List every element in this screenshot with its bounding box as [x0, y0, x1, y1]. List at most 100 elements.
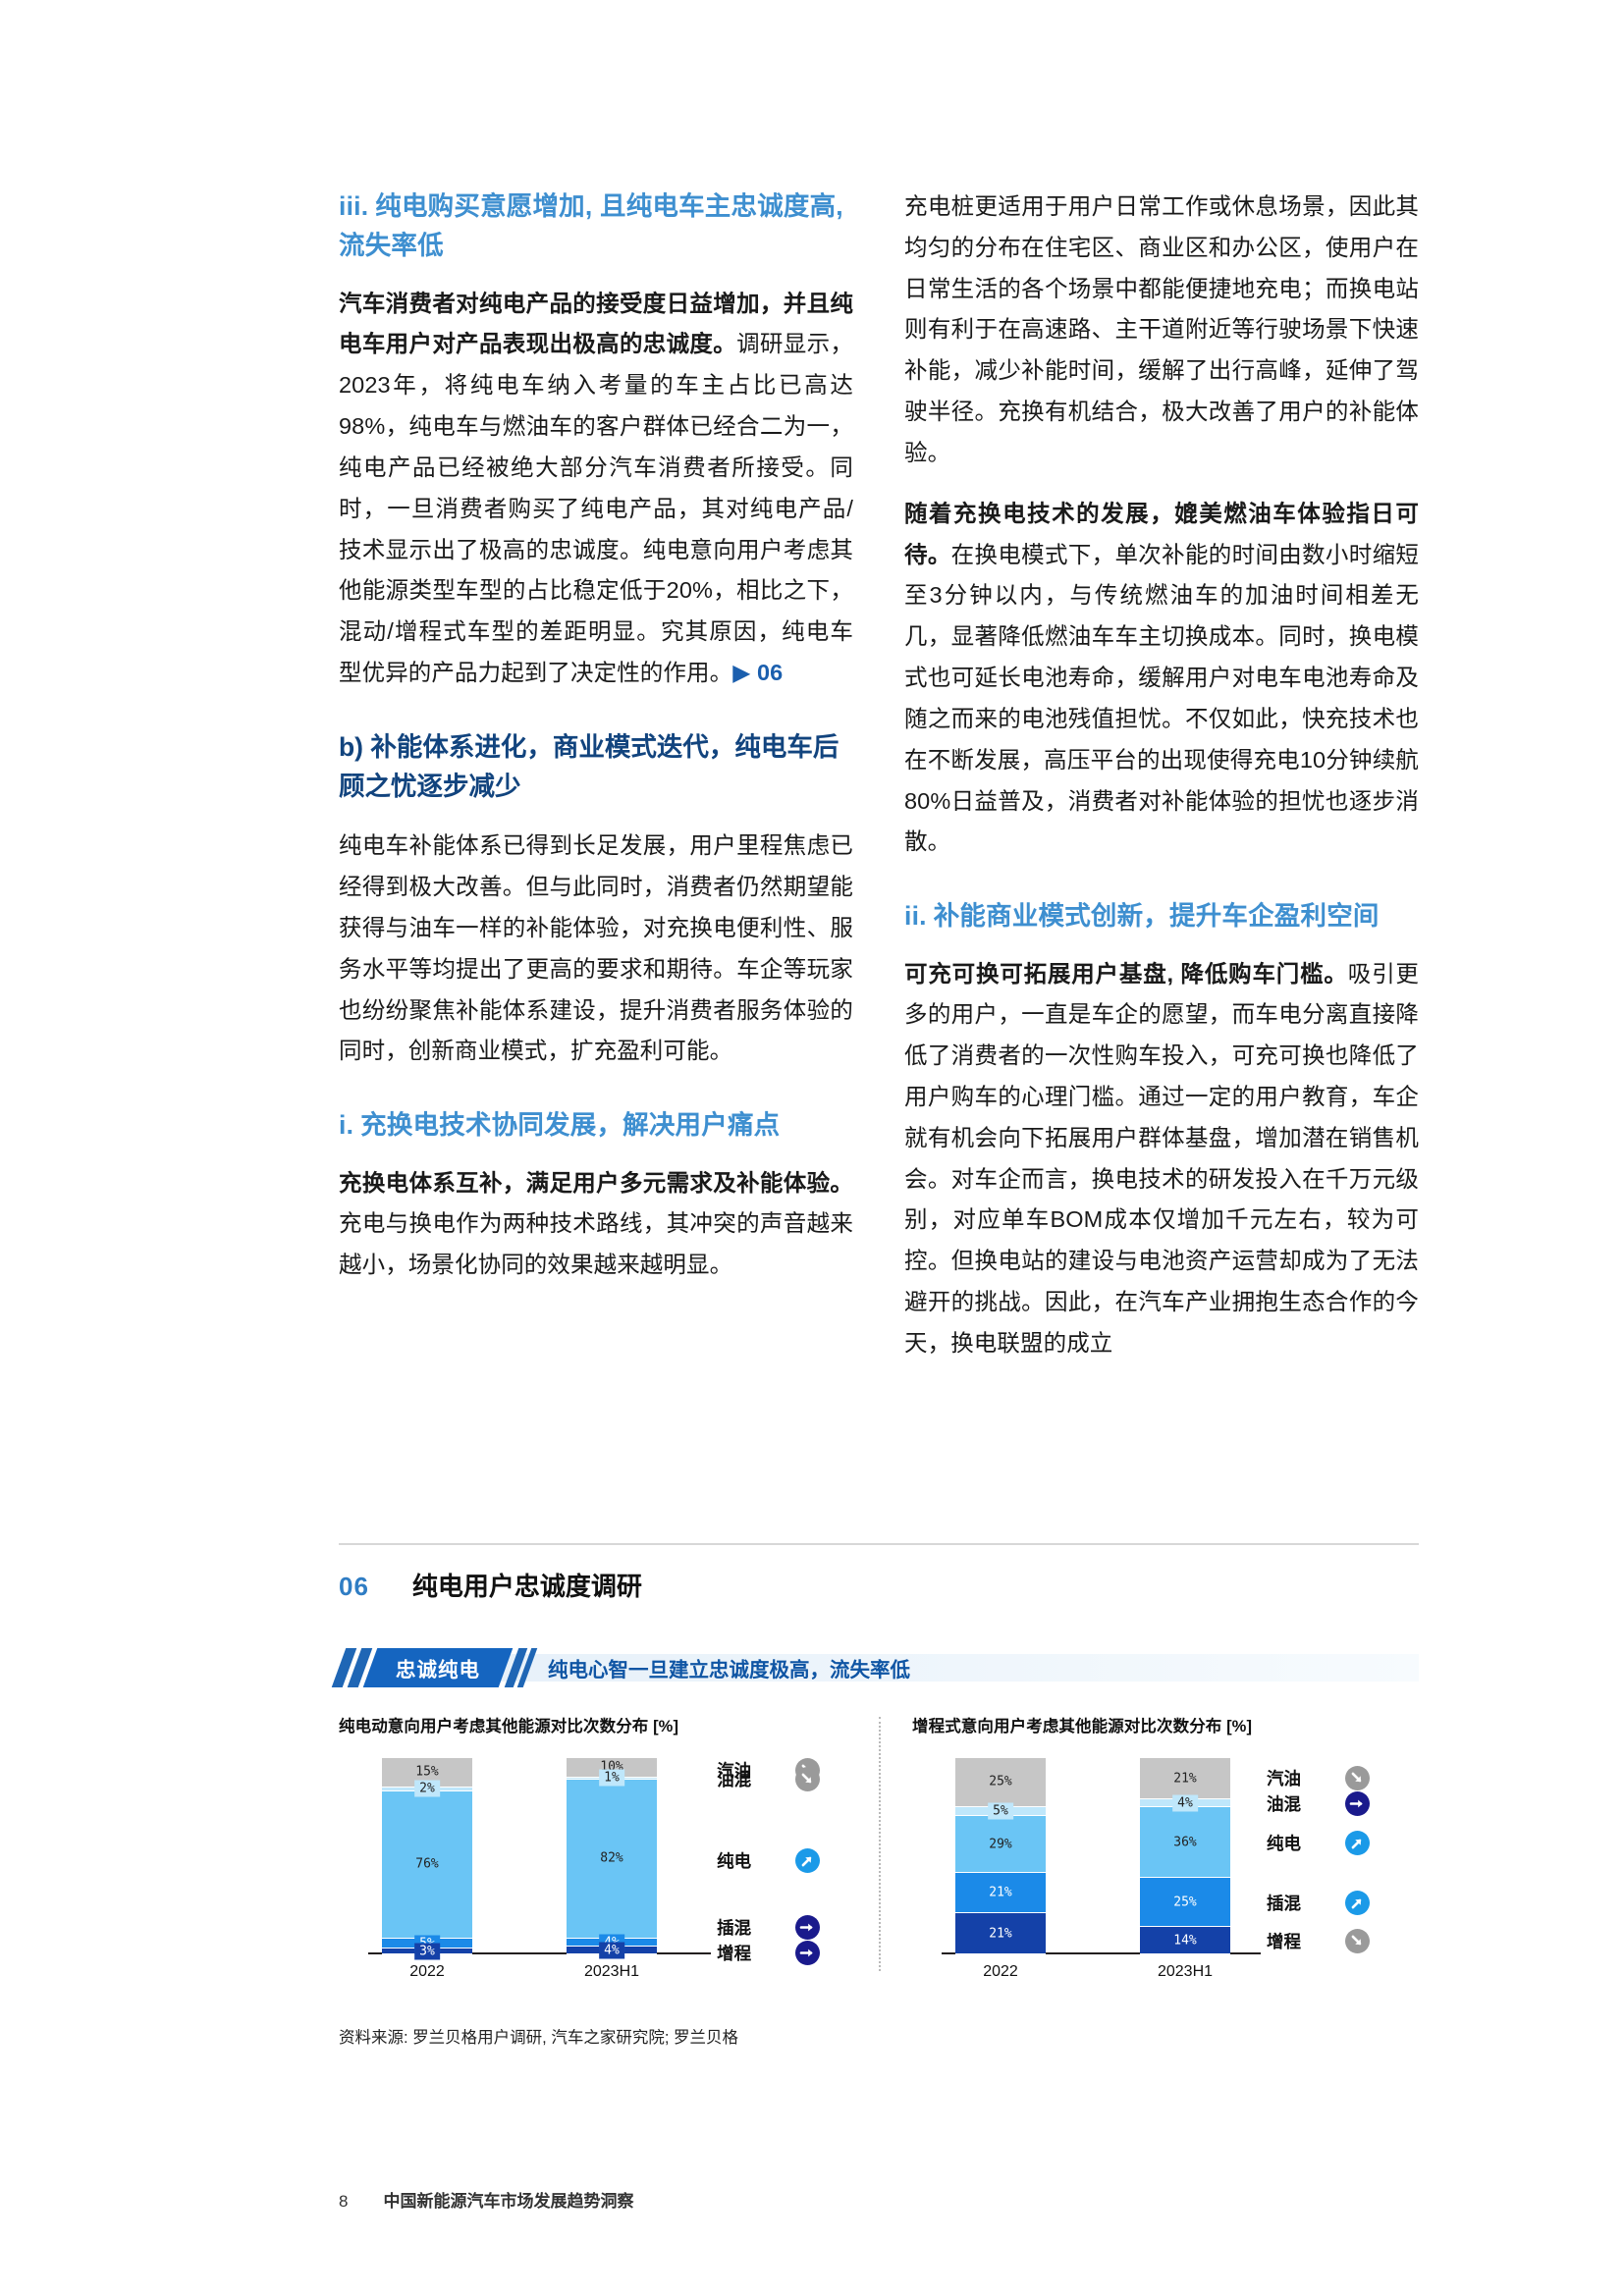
exhibit-banner: 忠诚纯电 纯电心智一旦建立忠诚度极高，流失率低	[331, 1648, 1419, 1687]
x-tick-labels-left: 2022 2023H1	[339, 1963, 747, 1985]
legend-item-插混: 插混	[717, 1915, 821, 1940]
heading-iii-text: 纯电购买意愿增加, 且纯电车主忠诚度高, 流失率低	[339, 191, 843, 261]
heading-ii-text: 补能商业模式创新，提升车企盈利空间	[933, 901, 1380, 932]
x-tick-left-1: 2023H1	[583, 1963, 640, 1980]
bar-segment-value: 21%	[1173, 1771, 1197, 1786]
bar-segment: 25%	[1140, 1878, 1230, 1927]
x-tick-right-1: 2023H1	[1157, 1963, 1214, 1980]
legend-label: 汽油	[717, 1761, 752, 1781]
bar-segment: 21%	[955, 1872, 1046, 1914]
exhibit-title: 纯电用户忠诚度调研	[411, 1572, 642, 1601]
bar-segment-value: 3%	[414, 1943, 440, 1960]
left-paragraph-2: 纯电车补能体系已得到长足发展，用户里程焦虑已经得到极大改善。但与此同时，消费者仍…	[339, 832, 853, 1064]
exhibit-reference-marker[interactable]: ▶ 06	[732, 659, 784, 685]
chart-plot-right: 25% 5% 29% 21% 21% 21% 4% 36% 25% 14% 汽油 油混纯电插混增程	[912, 1758, 1409, 1954]
bar-segment-value: 1%	[599, 1769, 624, 1787]
bar-segment: 29%	[955, 1816, 1046, 1873]
heading-i: i. 充换电技术协同发展，解决用户痛点	[339, 1105, 853, 1145]
exhibit-number: 06	[339, 1572, 369, 1601]
banner-subtitle: 纯电心智一旦建立忠诚度极高，流失率低	[548, 1659, 910, 1682]
left-paragraph-3: 充换电体系互补，满足用户多元需求及补能体验。充电与换电作为两种技术路线，其冲突的…	[339, 1163, 853, 1286]
legend-item-增程: 增程	[1267, 1929, 1370, 1953]
legend-item-油混: 油混	[1267, 1791, 1370, 1816]
bar-segment-value: 4%	[599, 1942, 624, 1959]
source-note: 资料来源: 罗兰贝格用户调研, 汽车之家研究院; 罗兰贝格	[339, 2029, 739, 2047]
bar-segment: 76%	[382, 1790, 472, 1940]
heading-iii-num: iii.	[339, 191, 369, 221]
bar-segment: 15%	[382, 1758, 472, 1788]
bar-segment: 36%	[1140, 1807, 1230, 1878]
legend-item-纯电: 纯电	[1267, 1831, 1370, 1855]
heading-i-num: i.	[339, 1110, 354, 1141]
stacked-bar: 15%2%76%5%3%	[382, 1758, 472, 1960]
chart-legend-right: 汽油 油混纯电插混增程	[1267, 1758, 1409, 1954]
left-paragraph-1-bold: 汽车消费者对纯电产品的接受度日益增加，并且纯电车用户对产品表现出极高的忠诚度。	[339, 290, 853, 357]
bar-segment-value: 5%	[988, 1802, 1013, 1820]
arrow-down-right-gray-icon	[795, 1767, 821, 1791]
stacked-bar: 10%1%82%4%4%	[567, 1758, 657, 1959]
arrow-down-right-gray-icon	[1344, 1766, 1370, 1790]
legend-item-汽油: 汽油	[1267, 1766, 1370, 1790]
chart-title-right: 增程式意向用户考虑其他能源对比次数分布 [%]	[912, 1718, 1253, 1735]
stacked-bar: 25% 5% 29% 21% 21%	[955, 1758, 1046, 1954]
exhibit-header: 06 纯电用户忠诚度调研	[339, 1567, 1419, 1603]
chart-title-left: 纯电动意向用户考虑其他能源对比次数分布 [%]	[339, 1718, 679, 1735]
chart-panels: 纯电动意向用户考虑其他能源对比次数分布 [%] 15%2%76%5%3%10%1…	[339, 1713, 1419, 1985]
left-paragraph-3-rest: 充电与换电作为两种技术路线，其冲突的声音越来越小，场景化协同的效果越来越明显。	[339, 1210, 853, 1278]
page-number: 8	[339, 2192, 349, 2211]
right-paragraph-2-bold: 随着充换电技术的发展，媲美燃油车体验指日可待。	[904, 500, 1419, 567]
bar-segment: 14%	[1140, 1927, 1230, 1954]
bar-segment-value: 36%	[1173, 1835, 1197, 1849]
chart-legend-left: 汽油 油混纯电插混增程	[717, 1758, 869, 1965]
arrow-up-right-blue-icon	[1344, 1831, 1370, 1855]
page-footer: 8 中国新能源汽车市场发展趋势洞察	[339, 2187, 633, 2212]
bar-segment: 21%	[1140, 1758, 1230, 1799]
exhibit-top-rule	[339, 1543, 1419, 1545]
banner-tag-label: 忠诚纯电	[396, 1659, 480, 1682]
arrow-up-right-blue-icon	[1344, 1891, 1370, 1915]
legend-item-增程: 增程	[717, 1941, 821, 1965]
bar-segment: 1%	[567, 1769, 657, 1787]
chart-panel-right: 增程式意向用户考虑其他能源对比次数分布 [%] 25% 5% 29% 21% 21% 21…	[879, 1713, 1419, 1985]
bar-segment-value: 21%	[989, 1885, 1012, 1900]
panel-divider	[879, 1717, 881, 1971]
right-paragraph-3-rest: 吸引更多的用户，一直是车企的愿望，而车电分离直接降低了消费者的一次性购车投入，可…	[904, 960, 1419, 1356]
legend-label: 纯电	[1266, 1834, 1301, 1853]
left-paragraph-3-bold: 充换电体系互补，满足用户多元需求及补能体验。	[339, 1169, 853, 1196]
right-paragraph-3: 可充可换可拓展用户基盘, 降低购车门槛。吸引更多的用户，一直是车企的愿望，而车电…	[904, 954, 1419, 1364]
arrow-down-right-gray-icon	[1344, 1929, 1370, 1953]
bar-segment-value: 29%	[989, 1837, 1012, 1852]
legend-item-油混: 油混	[717, 1767, 821, 1791]
bar-segment-value: 15%	[415, 1764, 439, 1780]
right-column: 充电桩更适用于用户日常工作或休息场景，因此其均匀的分布在住宅区、商业区和办公区，…	[904, 187, 1419, 1364]
bar-segment-value: 14%	[1173, 1933, 1197, 1948]
legend-label: 纯电	[717, 1851, 752, 1871]
bar-segment: 3%	[382, 1943, 472, 1960]
stacked-bars-left: 15%2%76%5%3%10%1%82%4%4%	[339, 1758, 712, 1960]
legend-label: 增程	[1266, 1932, 1301, 1951]
legend-item-纯电: 纯电	[717, 1848, 821, 1873]
bar-segment-value: 21%	[989, 1926, 1012, 1942]
legend-label: 油混	[717, 1770, 752, 1789]
bar-segment: 4%	[567, 1942, 657, 1959]
bar-segment: 82%	[567, 1779, 657, 1940]
text-columns: iii. 纯电购买意愿增加, 且纯电车主忠诚度高, 流失率低 汽车消费者对纯电产品…	[339, 187, 1419, 1364]
bar-segment-value: 4%	[1172, 1794, 1198, 1811]
left-column: iii. 纯电购买意愿增加, 且纯电车主忠诚度高, 流失率低 汽车消费者对纯电产品…	[339, 187, 853, 1364]
left-paragraph-1: 汽车消费者对纯电产品的接受度日益增加，并且纯电车用户对产品表现出极高的忠诚度。调…	[339, 284, 853, 694]
heading-iii: iii. 纯电购买意愿增加, 且纯电车主忠诚度高, 流失率低	[339, 187, 853, 266]
bar-segment: 4%	[1140, 1794, 1230, 1811]
legend-label: 插混	[1266, 1894, 1301, 1913]
arrow-right-navy-icon	[795, 1915, 821, 1940]
left-paragraph-1-rest: 调研显示，2023年，将纯电车纳入考量的车主占比已高达98%，纯电车与燃油车的客…	[339, 331, 854, 685]
right-paragraph-2: 随着充换电技术的发展，媲美燃油车体验指日可待。在换电模式下，单次补能的时间由数小…	[904, 494, 1419, 863]
bar-segment: 25%	[955, 1758, 1046, 1807]
bar-segment-value: 2%	[414, 1780, 440, 1797]
bar-segment-value: 25%	[989, 1774, 1012, 1789]
stacked-bar: 21% 4% 36% 25% 14%	[1140, 1758, 1230, 1954]
bar-segment: 21%	[955, 1913, 1046, 1954]
legend-label: 插混	[717, 1918, 752, 1938]
arrow-right-navy-icon	[795, 1941, 821, 1965]
exhibit-06: 06 纯电用户忠诚度调研 忠诚纯电 纯电心智一旦建立忠诚度极高，流失率低 纯电动…	[331, 1543, 1419, 2048]
right-paragraph-1: 充电桩更适用于用户日常工作或休息场景，因此其均匀的分布在住宅区、商业区和办公区，…	[904, 193, 1419, 465]
